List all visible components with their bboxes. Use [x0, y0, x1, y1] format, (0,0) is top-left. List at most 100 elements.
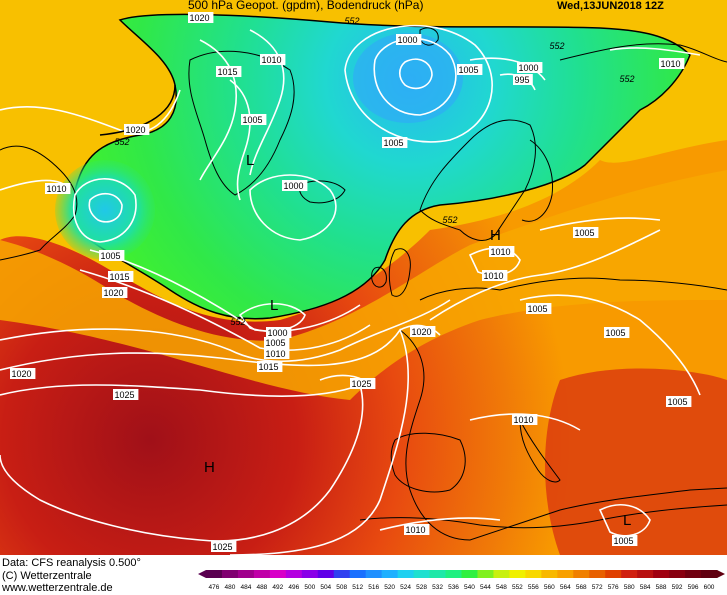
- scale-swatch: [381, 570, 399, 578]
- scale-swatch: [445, 570, 462, 578]
- isobar-label: 1000: [396, 34, 422, 45]
- scale-tick-label: 548: [496, 584, 507, 591]
- scale-arrow-left: [198, 570, 206, 578]
- scale-tick-label: 556: [528, 584, 539, 591]
- isobar-label: 1000: [266, 327, 292, 338]
- isobar-1000-central: [249, 174, 337, 241]
- scale-tick-label: 500: [304, 584, 315, 591]
- isobar-1005-east: [519, 294, 701, 396]
- isobar-label-box: [257, 361, 283, 372]
- scale-swatch: [525, 570, 542, 578]
- scale-swatch: [541, 570, 558, 578]
- isobar-label-box: [666, 396, 692, 407]
- isobar-label-box: [513, 74, 533, 85]
- high-pressure-marker: H: [204, 459, 215, 476]
- scale-tick-label: 576: [608, 584, 619, 591]
- isobar-north-inner: [398, 58, 433, 90]
- isobar-label-text: 1000: [398, 35, 418, 45]
- isobar-label-text: 1020: [12, 369, 32, 379]
- scale-tick-label: 564: [560, 584, 571, 591]
- scale-tick-label: 592: [672, 584, 683, 591]
- isobar-1005-greenland: [229, 79, 251, 201]
- isobar-label-text: 1005: [101, 251, 121, 261]
- scale-swatch: [493, 570, 510, 578]
- isobar-label-text: 1005: [528, 304, 548, 314]
- isobar-label: 552: [550, 41, 565, 51]
- isobar-label-box: [264, 348, 290, 359]
- isobar-label-text: 1005: [575, 228, 595, 238]
- finland-outline: [521, 139, 554, 222]
- scale-tick-label: 596: [688, 584, 699, 591]
- isobar-1010-arctic: [609, 47, 701, 56]
- isobar-label: 1005: [573, 227, 599, 238]
- website-link[interactable]: www.wetterzentrale.de: [2, 582, 113, 594]
- isobar-label: 1000: [282, 180, 308, 191]
- scale-tick-label: 560: [544, 584, 555, 591]
- italy-outline: [519, 419, 561, 483]
- isobar-1020-greenland: [0, 89, 181, 134]
- isobar-label-box: [113, 389, 139, 400]
- scale-tick-label: 568: [576, 584, 587, 591]
- isobar-label-text: 1010: [266, 349, 286, 359]
- isobar-label: 1025: [350, 378, 376, 389]
- isobar-label: 1020: [188, 12, 214, 23]
- scale-tick-label: 588: [656, 584, 667, 591]
- scale-swatch: [653, 570, 670, 578]
- isobar-label-text: 1005: [606, 328, 626, 338]
- isobar-label: 1010: [512, 414, 538, 425]
- isobar-label: 1010: [45, 183, 71, 194]
- isobar-label-box: [124, 124, 150, 135]
- isobar-label-text: 1020: [412, 327, 432, 337]
- scale-tick-label: 488: [256, 584, 267, 591]
- isobar-label-box: [612, 535, 638, 546]
- isobar-labrador-mid: [73, 178, 137, 243]
- arctic-russia-outline: [559, 43, 727, 63]
- scale-swatch: [461, 570, 478, 578]
- isobar-label: 552: [620, 74, 635, 84]
- isobar-label-text: 1005: [614, 536, 634, 546]
- scale-swatch: [269, 570, 287, 578]
- isobar-label-text: 1005: [384, 138, 404, 148]
- copyright: (C) Wetterzentrale: [2, 570, 92, 582]
- iberia-outline: [390, 432, 466, 493]
- scale-swatch: [509, 570, 526, 578]
- scale-swatch: [557, 570, 574, 578]
- isobar-label-box: [382, 137, 408, 148]
- isobar-label-text: 1015: [110, 272, 130, 282]
- low-pressure-marker: L: [270, 297, 278, 314]
- isobar-label: 1010: [489, 246, 515, 257]
- isobar-1020-biscay: [399, 324, 441, 336]
- scale-tick-label: 532: [432, 584, 443, 591]
- isobar-1000-north: [469, 57, 546, 81]
- southeast-heat: [545, 368, 727, 555]
- scale-swatch: [397, 570, 415, 578]
- isobar-label-text: 1020: [190, 13, 210, 23]
- isobar-label-box: [517, 62, 543, 73]
- scale-tick-label: 552: [512, 584, 523, 591]
- isobar-label: 1010: [659, 58, 685, 69]
- isobar-label: 1015: [108, 271, 134, 282]
- scale-tick-label: 528: [416, 584, 427, 591]
- isobar-label-box: [108, 271, 134, 282]
- pressure-centers: L L H H L: [204, 152, 631, 529]
- cold-airmass: [72, 13, 691, 320]
- scale-swatch: [301, 570, 319, 578]
- low-pressure-marker: L: [623, 512, 631, 529]
- scale-arrow-right: [717, 570, 725, 578]
- isobar-1010-europe: [429, 229, 661, 321]
- scale-swatch: [637, 570, 654, 578]
- high-pressure-marker: H: [490, 227, 501, 244]
- scale-tick-label: 600: [704, 584, 715, 591]
- british-isles-outline: [388, 248, 411, 297]
- scale-swatch: [253, 570, 271, 578]
- scale-swatch: [589, 570, 606, 578]
- isobar-1005-ne: [539, 217, 661, 231]
- isobar-label-text: 995: [515, 75, 530, 85]
- isobar-label-text: 1010: [514, 415, 534, 425]
- europe-outline: [399, 277, 727, 541]
- scale-tick-label: 584: [640, 584, 651, 591]
- scale-swatch: [477, 570, 494, 578]
- scale-swatch: [365, 570, 383, 578]
- scale-tick-label: 580: [624, 584, 635, 591]
